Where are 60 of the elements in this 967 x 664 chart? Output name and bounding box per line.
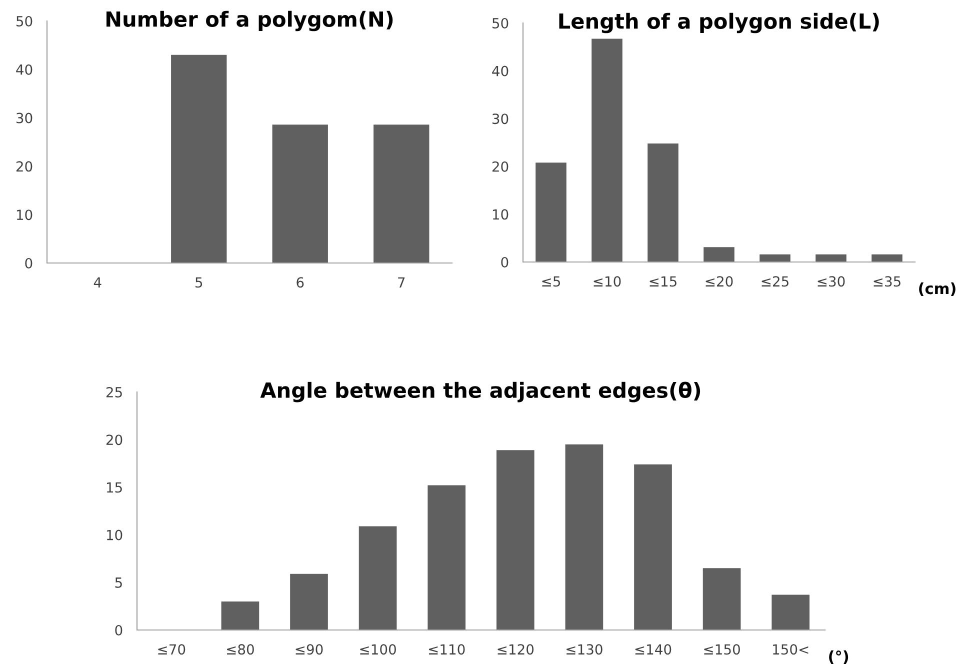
- x-tick-label: ≤35: [874, 276, 900, 287]
- bar: [428, 485, 466, 630]
- y-tick-label: 25: [106, 386, 122, 398]
- y-tick-label: 20: [16, 161, 32, 172]
- x-tick-label: ≤90: [296, 644, 323, 655]
- y-tick-label: 10: [16, 210, 32, 220]
- x-tick-label: ≤10: [594, 276, 621, 287]
- chart-title: Length of a polygon side(L): [559, 12, 879, 34]
- x-tick-label: ≤15: [650, 276, 676, 287]
- bar: [872, 254, 902, 262]
- y-tick-label: 10: [106, 530, 122, 540]
- bar: [496, 450, 534, 630]
- x-tick-label: ≤130: [566, 644, 602, 655]
- y-tick-label: 20: [106, 434, 122, 446]
- x-tick-label: ≤25: [762, 276, 788, 287]
- x-axis-title: (cm): [919, 282, 956, 296]
- x-tick-label: ≤20: [706, 276, 733, 287]
- x-tick-label: ≤120: [498, 644, 534, 655]
- bar: [592, 38, 622, 262]
- x-tick-label: ≤100: [360, 644, 396, 655]
- bar: [290, 574, 328, 630]
- x-tick-label: 6: [296, 277, 304, 288]
- y-tick-label: 30: [492, 114, 508, 124]
- y-tick-label: 40: [16, 64, 32, 75]
- bar: [702, 568, 741, 630]
- x-tick-label: 4: [94, 277, 102, 288]
- bar: [221, 601, 260, 630]
- x-tick-label: 7: [398, 277, 405, 288]
- y-tick-label: 10: [492, 209, 508, 220]
- y-tick-label: 0: [115, 624, 122, 636]
- bar: [634, 464, 672, 630]
- bar: [704, 247, 734, 262]
- bar: [648, 143, 678, 262]
- chart-title: Angle between the adjacent edges(θ): [260, 382, 700, 402]
- y-tick-label: 40: [492, 66, 508, 76]
- y-tick-label: 0: [25, 258, 32, 268]
- y-tick-label: 30: [16, 112, 32, 124]
- y-tick-label: 20: [492, 161, 508, 172]
- bar: [565, 444, 604, 630]
- x-tick-label: ≤30: [818, 276, 845, 287]
- bar: [536, 162, 566, 262]
- y-tick-label: 50: [492, 18, 508, 28]
- y-tick-label: 0: [501, 256, 508, 268]
- y-tick-label: 15: [106, 482, 122, 493]
- bar: [816, 254, 846, 262]
- x-tick-label: 150<: [773, 644, 808, 655]
- x-tick-label: ≤110: [428, 644, 465, 655]
- bar: [772, 594, 810, 630]
- chart-title: Number of a polygom(N): [106, 10, 393, 32]
- x-tick-label: ≤70: [158, 644, 186, 655]
- x-axis-title: (°): [829, 650, 848, 664]
- x-tick-label: ≤80: [227, 644, 254, 655]
- bar: [358, 526, 397, 630]
- x-tick-label: ≤5: [542, 276, 560, 287]
- y-tick-label: 5: [115, 578, 122, 588]
- x-tick-label: ≤150: [704, 644, 740, 655]
- bar: [760, 254, 790, 262]
- y-tick-label: 50: [16, 16, 32, 26]
- x-tick-label: 5: [196, 277, 202, 288]
- x-tick-label: ≤140: [635, 644, 672, 655]
